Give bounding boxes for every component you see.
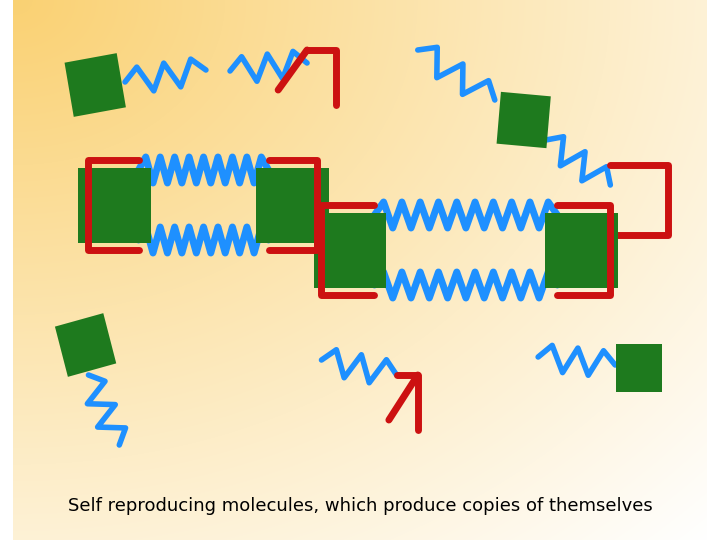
Polygon shape — [497, 92, 551, 148]
Polygon shape — [55, 313, 116, 377]
Polygon shape — [616, 344, 662, 392]
Polygon shape — [65, 53, 126, 117]
Polygon shape — [545, 213, 618, 287]
Text: Self reproducing molecules, which produce copies of themselves: Self reproducing molecules, which produc… — [68, 497, 652, 515]
Polygon shape — [256, 167, 329, 242]
Polygon shape — [314, 213, 387, 287]
Polygon shape — [78, 167, 150, 242]
